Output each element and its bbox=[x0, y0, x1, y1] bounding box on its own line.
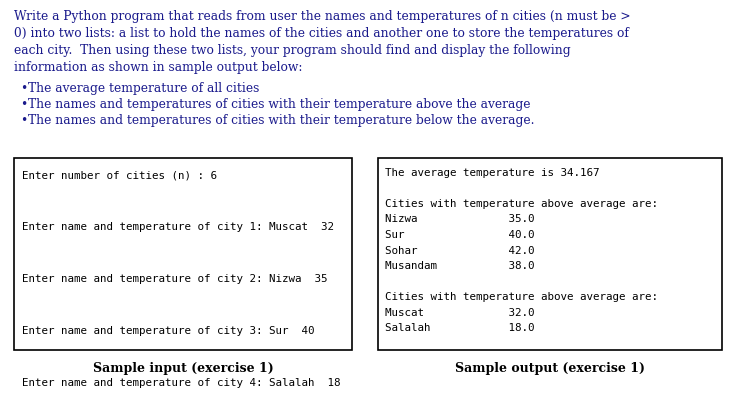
Text: Sample output (exercise 1): Sample output (exercise 1) bbox=[455, 362, 645, 375]
Text: each city.  Then using these two lists, your program should find and display the: each city. Then using these two lists, y… bbox=[14, 44, 570, 57]
Text: Enter name and temperature of city 2: Nizwa  35: Enter name and temperature of city 2: Ni… bbox=[22, 274, 328, 284]
Text: Nizwa              35.0: Nizwa 35.0 bbox=[385, 214, 534, 224]
Text: •: • bbox=[20, 98, 27, 111]
Text: Sohar              42.0: Sohar 42.0 bbox=[385, 245, 534, 256]
Text: Write a Python program that reads from user the names and temperatures of n citi: Write a Python program that reads from u… bbox=[14, 10, 631, 23]
Text: Cities with temperature above average are:: Cities with temperature above average ar… bbox=[385, 292, 658, 302]
Text: 0) into two lists: a list to hold the names of the cities and another one to sto: 0) into two lists: a list to hold the na… bbox=[14, 27, 629, 40]
Text: Muscat             32.0: Muscat 32.0 bbox=[385, 308, 534, 318]
Text: Cities with temperature above average are:: Cities with temperature above average ar… bbox=[385, 199, 658, 209]
Text: information as shown in sample output below:: information as shown in sample output be… bbox=[14, 61, 302, 74]
Text: Sample input (exercise 1): Sample input (exercise 1) bbox=[93, 362, 273, 375]
Text: Sur                40.0: Sur 40.0 bbox=[385, 230, 534, 240]
Bar bbox=[14, 158, 352, 350]
Text: The names and temperatures of cities with their temperature below the average.: The names and temperatures of cities wit… bbox=[28, 114, 534, 127]
Text: Musandam           38.0: Musandam 38.0 bbox=[385, 261, 534, 271]
Text: Salalah            18.0: Salalah 18.0 bbox=[385, 323, 534, 333]
Text: Enter name and temperature of city 4: Salalah  18: Enter name and temperature of city 4: Sa… bbox=[22, 378, 341, 388]
Text: The average temperature is 34.167: The average temperature is 34.167 bbox=[385, 168, 600, 178]
Text: Enter name and temperature of city 1: Muscat  32: Enter name and temperature of city 1: Mu… bbox=[22, 222, 334, 232]
Text: •: • bbox=[20, 114, 27, 127]
Text: Enter name and temperature of city 3: Sur  40: Enter name and temperature of city 3: Su… bbox=[22, 326, 314, 336]
Text: The names and temperatures of cities with their temperature above the average: The names and temperatures of cities wit… bbox=[28, 98, 531, 111]
Text: The average temperature of all cities: The average temperature of all cities bbox=[28, 82, 259, 95]
Text: •: • bbox=[20, 82, 27, 95]
Text: Enter number of cities (n) : 6: Enter number of cities (n) : 6 bbox=[22, 170, 217, 180]
Bar bbox=[378, 158, 722, 350]
